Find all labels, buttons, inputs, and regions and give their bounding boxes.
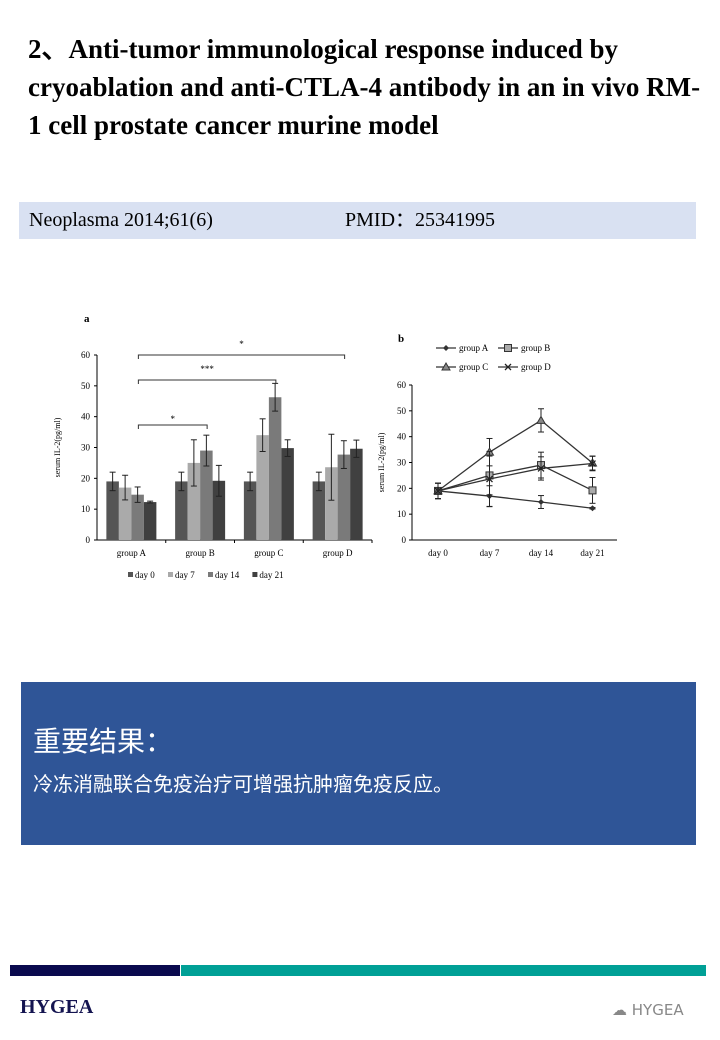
point-group-B [588, 486, 597, 495]
y-tick-label: 40 [81, 412, 91, 422]
pmid: PMID：25341995 [345, 209, 496, 231]
footer-band-teal [181, 965, 706, 976]
series-line-group-B [437, 464, 593, 492]
x-tick-label: day 14 [529, 548, 554, 558]
panel-label-a: a [84, 313, 90, 325]
key-result-box: 重要结果： 冷冻消融联合免疫治疗可增强抗肿瘤免疫反应。 [21, 682, 696, 845]
legend-marker [441, 361, 451, 371]
y-tick-label: 30 [397, 458, 407, 468]
journal-citation: Neoplasma 2014;61(6) [29, 209, 213, 231]
y-tick-label: 60 [81, 350, 91, 360]
legend-label: group C [459, 362, 488, 372]
significance-bracket [137, 379, 277, 384]
citation-bar: Neoplasma 2014;61(6) PMID：25341995 [19, 202, 696, 239]
point-group-D [486, 475, 493, 483]
legend-label: group A [459, 343, 489, 353]
y-tick-label: 0 [86, 535, 91, 545]
significance-bracket [137, 424, 208, 429]
legend-label: day 0 [135, 570, 155, 580]
legend-marker [504, 363, 512, 371]
y-tick-label: 40 [397, 432, 407, 442]
series-line-group-D [437, 462, 593, 492]
charts: a 0 10 20 30 40 50 60 serum IL-2(pg/ml) group A gr… [53, 313, 617, 580]
bar-group-C-day-14 [268, 397, 282, 540]
point-group-D [589, 460, 596, 467]
legend-swatch [128, 572, 133, 577]
legend-label: group B [521, 343, 550, 353]
legend-label: day 21 [259, 570, 283, 580]
bar-group-D-day-7 [325, 467, 338, 540]
y-tick-label: 50 [397, 406, 407, 416]
key-result-heading: 重要结果： [33, 725, 174, 758]
x-tick-label: day 0 [428, 548, 448, 558]
x-tick-label: day 7 [480, 548, 500, 558]
bar-group-A-day-21 [143, 502, 157, 540]
bar-group-C-day-0 [243, 481, 257, 540]
y-tick-label: 20 [397, 483, 407, 493]
point-group-A [589, 505, 596, 512]
significance-bracket [137, 354, 346, 359]
bar-group-C-day-7 [256, 435, 269, 540]
y-tick-label: 10 [81, 504, 91, 514]
bar-group-C-day-21 [281, 448, 294, 540]
y-axis-label: serum IL-2(pg/ml) [53, 417, 62, 477]
significance-label: * [171, 414, 176, 424]
bar-group-B-day-21 [212, 480, 226, 540]
bar-group-A-day-7 [118, 487, 132, 540]
legend-marker [504, 344, 512, 352]
point-group-D [434, 487, 442, 495]
y-tick-label: 30 [81, 443, 91, 453]
x-tick-label: group A [117, 548, 147, 558]
legend-label: day 7 [175, 570, 195, 580]
legend-swatch [168, 572, 173, 577]
x-tick-label: group B [186, 548, 215, 558]
watermark-text: HYGEA [631, 1001, 684, 1019]
x-tick-label: group C [254, 548, 283, 558]
significance-label: *** [200, 364, 214, 374]
x-tick-label: group D [323, 548, 353, 558]
x-tick-label: day 21 [580, 548, 604, 558]
slide-title: 2、Anti-tumor immunological response indu… [28, 34, 701, 140]
legend-swatch [252, 572, 258, 577]
bar-group-D-day-14 [337, 454, 351, 540]
y-axis-label: serum IL-2(pg/ml) [377, 432, 386, 492]
point-group-A [538, 499, 544, 506]
bar-group-B-day-7 [187, 462, 201, 540]
legend-marker [443, 345, 449, 351]
bar-group-A-day-0 [106, 481, 119, 540]
footer-band-dark [10, 965, 180, 976]
wechat-icon: ☁ [612, 1001, 632, 1019]
bar-group-D-day-21 [350, 448, 363, 540]
legend-label: day 14 [215, 570, 240, 580]
series-line-group-C [437, 419, 593, 492]
y-tick-label: 10 [397, 509, 407, 519]
bar-group-B-day-0 [175, 481, 188, 540]
y-tick-label: 0 [402, 535, 407, 545]
point-group-D [537, 464, 545, 472]
significance-label: * [239, 339, 244, 349]
hygea-logo: HYGEA [20, 996, 94, 1018]
bar-group-B-day-14 [200, 450, 213, 540]
point-group-C [536, 415, 546, 424]
bar-group-A-day-14 [131, 494, 144, 540]
legend-label: group D [521, 362, 551, 372]
panel-label-b: b [398, 333, 404, 345]
series-line-group-A [437, 490, 593, 509]
y-tick-label: 20 [81, 473, 91, 483]
key-result-text: 冷冻消融联合免疫治疗可增强抗肿瘤免疫反应。 [33, 772, 453, 796]
legend-swatch [208, 572, 213, 577]
wechat-watermark: ☁ HYGEA [612, 1001, 684, 1019]
bar-group-D-day-0 [312, 481, 326, 540]
y-tick-label: 60 [397, 380, 407, 390]
y-tick-label: 50 [81, 381, 91, 391]
